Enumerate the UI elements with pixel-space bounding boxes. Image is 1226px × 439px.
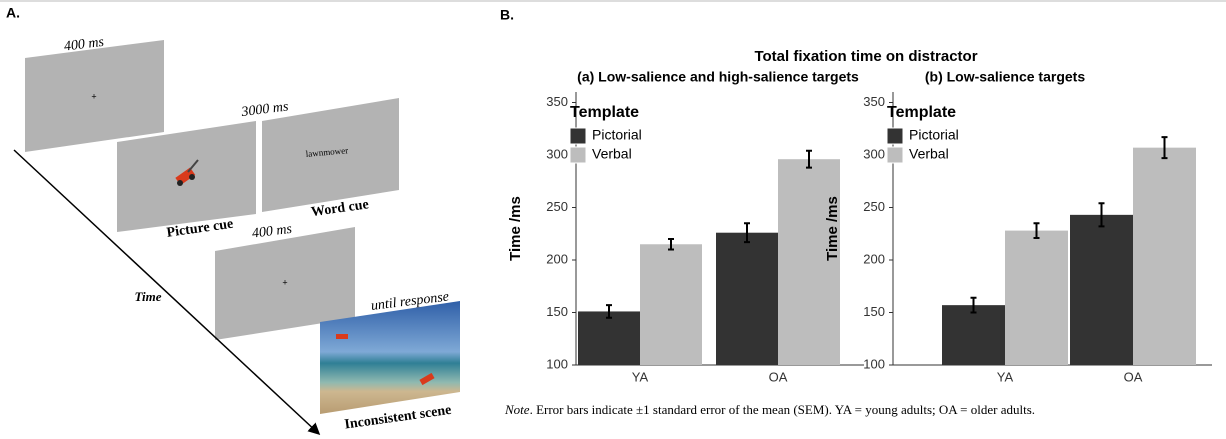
fixation-cross: + [91, 91, 96, 101]
error-bar [1098, 202, 1105, 228]
legend-label: Verbal [909, 146, 949, 162]
panel-title: Total fixation time on distractor [754, 48, 977, 65]
panel-label: B. [500, 7, 514, 23]
note: Note. Error bars indicate ±1 standard er… [504, 402, 1035, 417]
y-tick-label: 350 [863, 94, 885, 109]
y-tick-label: 250 [863, 199, 885, 214]
lawnmower-image [175, 159, 199, 186]
word-cue-text: lawnmower [305, 145, 348, 159]
bar [1005, 230, 1068, 365]
duration-label: 400 ms [251, 222, 293, 242]
fixation-screen [25, 40, 164, 152]
fixation-screen [215, 227, 355, 340]
time-label: Time [135, 289, 162, 304]
error-bar [668, 238, 674, 251]
x-tick-label: OA [769, 369, 788, 384]
y-tick-label: 100 [863, 356, 885, 371]
error-bar [1161, 136, 1168, 160]
y-tick-label: 150 [863, 304, 885, 319]
y-tick-label: 100 [546, 356, 568, 371]
note-text: . Error bars indicate ±1 standard error … [530, 402, 1035, 417]
y-tick-label: 350 [546, 94, 568, 109]
bar [640, 244, 702, 365]
scene-object [419, 372, 435, 386]
duration-label: 3000 ms [240, 99, 290, 120]
y-tick-label: 300 [863, 146, 885, 161]
x-tick-label: OA [1124, 369, 1143, 384]
legend-label: Pictorial [909, 127, 959, 143]
error-bar [970, 296, 977, 314]
note-lead: Note [504, 402, 530, 417]
y-tick-label: 200 [546, 251, 568, 266]
bar [942, 305, 1005, 365]
legend-label: Verbal [592, 146, 632, 162]
bar [1070, 214, 1133, 365]
bar [578, 311, 640, 365]
legend-swatch [886, 146, 904, 164]
x-tick-label: YA [997, 369, 1014, 384]
fixation-cross: + [282, 277, 287, 287]
y-axis-label: Time /ms [507, 196, 524, 261]
scene-object [336, 334, 348, 339]
error-bar [606, 304, 612, 319]
y-axis-label: Time /ms [824, 196, 841, 261]
word-cue-screen [262, 98, 399, 212]
bar [716, 232, 778, 365]
legend-swatch [886, 127, 904, 145]
y-tick-label: 300 [546, 146, 568, 161]
scene-screen [320, 301, 460, 414]
error-bar [744, 222, 750, 244]
y-tick-label: 150 [546, 304, 568, 319]
legend-swatch [569, 127, 587, 145]
y-tick-label: 250 [546, 199, 568, 214]
panel-label: A. [6, 5, 20, 21]
bar [778, 159, 840, 365]
time-arrow [13, 149, 321, 436]
y-tick-label: 200 [863, 251, 885, 266]
error-bar [806, 149, 812, 169]
legend-label: Pictorial [592, 127, 642, 143]
bar [1133, 147, 1196, 365]
chart-title: (a) Low-salience and high-salience targe… [577, 69, 859, 85]
legend-swatch [569, 146, 587, 164]
x-tick-label: YA [632, 369, 649, 384]
legend-title: Template [570, 104, 639, 121]
duration-label: 400 ms [63, 35, 105, 55]
error-bar [1033, 222, 1040, 239]
legend-title: Template [887, 104, 956, 121]
chart-title: (b) Low-salience targets [925, 69, 1085, 85]
